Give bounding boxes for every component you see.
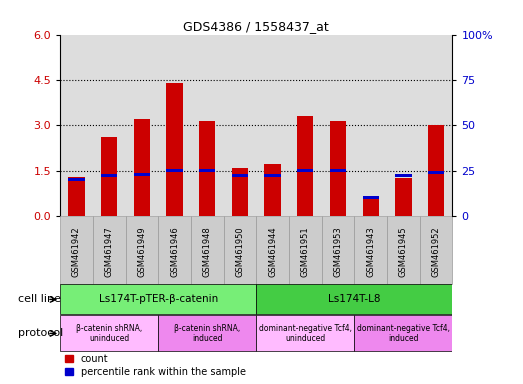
Bar bbox=[265, 174, 281, 177]
Text: dominant-negative Tcf4,
induced: dominant-negative Tcf4, induced bbox=[357, 324, 450, 343]
Bar bbox=[69, 177, 85, 216]
Bar bbox=[362, 199, 379, 216]
FancyBboxPatch shape bbox=[355, 315, 452, 351]
FancyBboxPatch shape bbox=[93, 216, 126, 284]
FancyBboxPatch shape bbox=[60, 285, 256, 314]
Bar bbox=[166, 169, 183, 172]
Bar bbox=[297, 116, 313, 216]
Bar bbox=[428, 171, 444, 174]
FancyBboxPatch shape bbox=[158, 315, 256, 351]
Bar bbox=[362, 196, 379, 199]
Text: cell line: cell line bbox=[18, 295, 61, 305]
FancyBboxPatch shape bbox=[289, 216, 322, 284]
FancyBboxPatch shape bbox=[158, 216, 191, 284]
Legend: count, percentile rank within the sample: count, percentile rank within the sample bbox=[65, 354, 246, 377]
Text: Ls174T-L8: Ls174T-L8 bbox=[328, 295, 381, 305]
FancyBboxPatch shape bbox=[387, 216, 419, 284]
FancyBboxPatch shape bbox=[60, 216, 93, 284]
Bar bbox=[101, 174, 117, 177]
Text: GSM461950: GSM461950 bbox=[235, 226, 244, 277]
Text: β-catenin shRNA,
uninduced: β-catenin shRNA, uninduced bbox=[76, 324, 142, 343]
FancyBboxPatch shape bbox=[322, 216, 355, 284]
FancyBboxPatch shape bbox=[256, 216, 289, 284]
Text: GSM461953: GSM461953 bbox=[334, 226, 343, 277]
Text: GSM461947: GSM461947 bbox=[105, 226, 113, 277]
Bar bbox=[232, 174, 248, 177]
Text: dominant-negative Tcf4,
uninduced: dominant-negative Tcf4, uninduced bbox=[259, 324, 352, 343]
FancyBboxPatch shape bbox=[191, 216, 224, 284]
Bar bbox=[199, 169, 215, 172]
Text: Ls174T-pTER-β-catenin: Ls174T-pTER-β-catenin bbox=[98, 295, 218, 305]
Text: GSM461942: GSM461942 bbox=[72, 226, 81, 277]
Bar bbox=[69, 178, 85, 181]
Text: GSM461944: GSM461944 bbox=[268, 226, 277, 277]
FancyBboxPatch shape bbox=[355, 216, 387, 284]
FancyBboxPatch shape bbox=[224, 216, 256, 284]
FancyBboxPatch shape bbox=[256, 285, 452, 314]
Text: GSM461951: GSM461951 bbox=[301, 226, 310, 277]
Bar bbox=[199, 121, 215, 216]
FancyBboxPatch shape bbox=[419, 216, 452, 284]
Text: GSM461946: GSM461946 bbox=[170, 226, 179, 277]
Bar bbox=[265, 164, 281, 216]
Text: GSM461948: GSM461948 bbox=[203, 226, 212, 277]
Bar bbox=[330, 169, 346, 172]
Text: β-catenin shRNA,
induced: β-catenin shRNA, induced bbox=[174, 324, 241, 343]
Bar bbox=[101, 137, 117, 216]
FancyBboxPatch shape bbox=[60, 315, 158, 351]
Bar bbox=[395, 174, 412, 177]
Bar bbox=[166, 83, 183, 216]
Bar bbox=[232, 167, 248, 216]
Text: protocol: protocol bbox=[18, 328, 63, 338]
Bar bbox=[134, 119, 150, 216]
Bar bbox=[395, 178, 412, 216]
Text: GSM461952: GSM461952 bbox=[431, 226, 440, 277]
Title: GDS4386 / 1558437_at: GDS4386 / 1558437_at bbox=[184, 20, 329, 33]
Text: GSM461949: GSM461949 bbox=[138, 226, 146, 277]
Bar bbox=[428, 125, 444, 216]
Bar bbox=[297, 169, 313, 172]
FancyBboxPatch shape bbox=[256, 315, 355, 351]
Text: GSM461943: GSM461943 bbox=[366, 226, 375, 277]
FancyBboxPatch shape bbox=[126, 216, 158, 284]
Bar bbox=[330, 121, 346, 216]
Text: GSM461945: GSM461945 bbox=[399, 226, 408, 277]
Bar bbox=[134, 173, 150, 175]
